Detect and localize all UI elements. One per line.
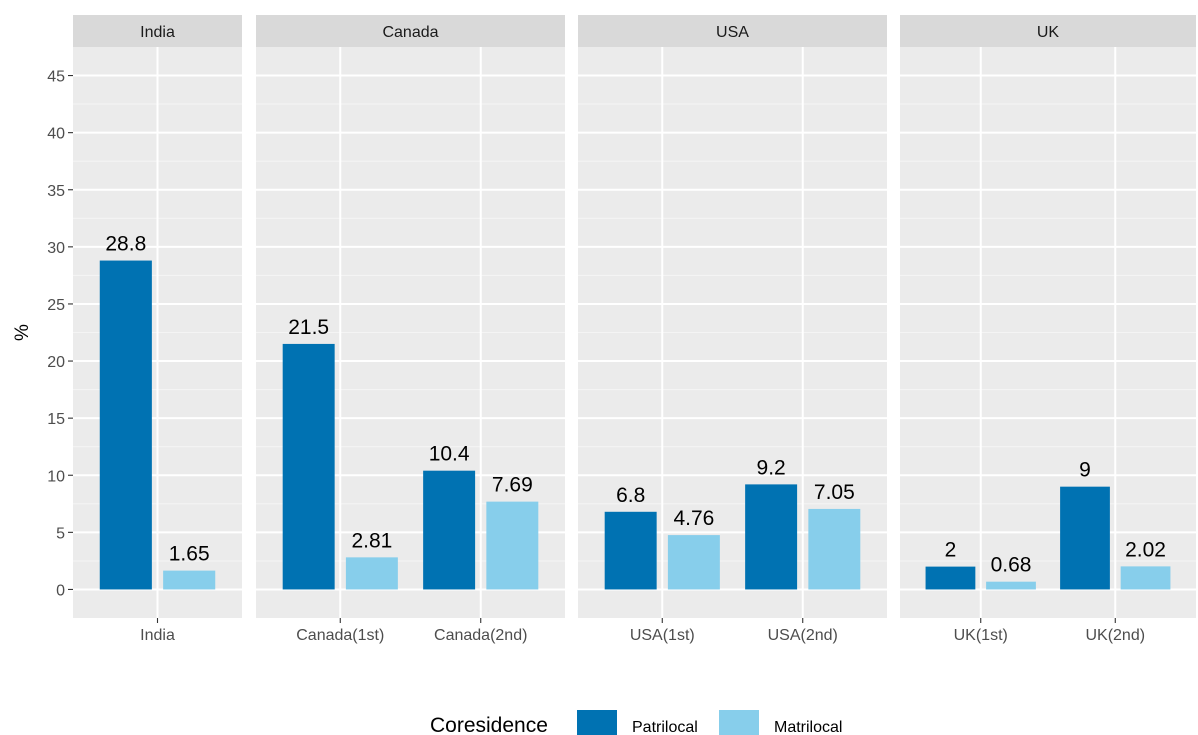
legend-label-matrilocal: Matrilocal <box>774 719 842 735</box>
bar-value-label: 21.5 <box>288 316 329 339</box>
x-tick-label: Canada(2nd) <box>434 627 527 644</box>
bar-matrilocal-usa2nd <box>808 508 861 590</box>
bar-value-label: 6.8 <box>616 484 645 507</box>
facet-panel-uk: UK 2 0.68 UK(1st) 9 2.02 UK(2nd) <box>900 15 1196 644</box>
x-tick-label: UK(1st) <box>954 627 1008 644</box>
bar-matrilocal-canada2nd <box>486 501 539 590</box>
x-tick-label: USA(2nd) <box>768 627 838 644</box>
facet-strip-label: India <box>140 24 175 41</box>
bar-value-label: 10.4 <box>429 443 470 466</box>
x-tick-label: India <box>140 627 175 644</box>
y-tick-label: 10 <box>47 468 65 485</box>
facet-strip-label: USA <box>716 24 749 41</box>
facet-panels: India 28.8 1.65 India Canada 21.5 2.81 Canada(1… <box>73 15 1196 644</box>
bar-matrilocal-usa1st <box>667 535 720 590</box>
y-axis-title: % <box>12 324 33 341</box>
bar-matrilocal-canada1st <box>345 557 398 590</box>
facet-strip-label: Canada <box>382 24 438 41</box>
y-tick-label: 40 <box>47 126 65 143</box>
legend-key-patrilocal <box>577 710 617 735</box>
legend: Coresidence Patrilocal Matrilocal <box>430 710 842 735</box>
legend-key-matrilocal <box>719 710 759 735</box>
bar-patrilocal-india <box>99 260 152 590</box>
bar-value-label: 28.8 <box>105 233 146 256</box>
bar-matrilocal-uk2nd <box>1120 566 1171 590</box>
y-tick-label: 25 <box>47 297 65 314</box>
bar-value-label: 2.81 <box>351 529 392 552</box>
facet-strip <box>73 15 242 47</box>
bar-value-label: 2.02 <box>1125 538 1166 561</box>
facet-panel-usa: USA 6.8 4.76 USA(1st) 9.2 7.05 USA(2nd) <box>578 15 887 644</box>
facet-strip-label: UK <box>1037 24 1060 41</box>
facet-panel-india: India 28.8 1.65 India <box>73 15 242 644</box>
legend-title: Coresidence <box>430 714 548 735</box>
y-tick-label: 15 <box>47 411 65 428</box>
bar-value-label: 1.65 <box>169 543 210 566</box>
facet-strip <box>578 15 887 47</box>
bar-value-label: 4.76 <box>673 507 714 530</box>
facet-panel-canada: Canada 21.5 2.81 Canada(1st) 10.4 7.69 Canada(… <box>256 15 565 644</box>
bar-patrilocal-uk1st <box>925 566 976 590</box>
y-tick-label: 30 <box>47 240 65 257</box>
bar-matrilocal-india <box>163 570 216 590</box>
bar-matrilocal-uk1st <box>986 581 1036 590</box>
bar-value-label: 0.68 <box>991 554 1032 577</box>
bar-patrilocal-canada1st <box>282 343 335 590</box>
y-tick-label: 5 <box>56 525 65 542</box>
bar-value-label: 9 <box>1079 459 1091 482</box>
bar-value-label: 7.69 <box>492 474 533 497</box>
y-tick-label: 35 <box>47 183 65 200</box>
x-tick-label: Canada(1st) <box>296 627 384 644</box>
bar-value-label: 7.05 <box>814 481 855 504</box>
y-tick-label: 45 <box>47 69 65 86</box>
y-tick-label: 20 <box>47 354 65 371</box>
bar-patrilocal-usa2nd <box>745 484 798 590</box>
legend-label-patrilocal: Patrilocal <box>632 719 698 735</box>
bar-patrilocal-canada2nd <box>423 470 476 590</box>
y-tick-label: 0 <box>56 582 65 599</box>
x-tick-label: USA(1st) <box>630 627 695 644</box>
y-axis: 0 5 10 15 20 25 30 35 40 45% <box>12 69 73 599</box>
bar-value-label: 9.2 <box>757 456 786 479</box>
x-tick-label: UK(2nd) <box>1085 627 1145 644</box>
facet-strip <box>900 15 1196 47</box>
bar-patrilocal-uk2nd <box>1060 486 1110 590</box>
bar-patrilocal-usa1st <box>604 511 657 590</box>
facet-strip <box>256 15 565 47</box>
bar-value-label: 2 <box>945 539 957 562</box>
